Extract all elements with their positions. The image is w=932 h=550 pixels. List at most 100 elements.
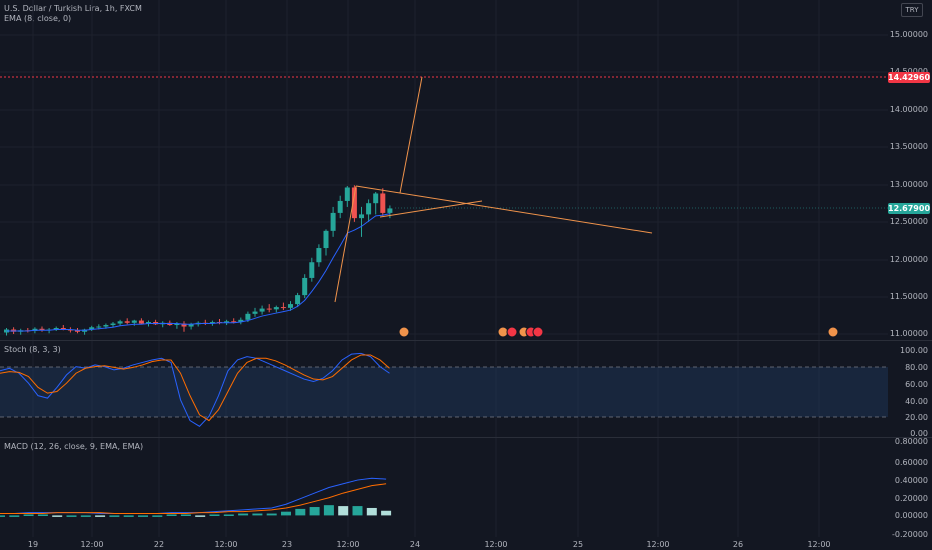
time-tick: 19 — [27, 540, 39, 549]
histogram-bar — [309, 507, 320, 516]
candle-body — [188, 324, 194, 327]
histogram-bar — [66, 515, 77, 517]
histogram-bar — [180, 514, 191, 516]
histogram-bar — [266, 513, 277, 516]
candle-body — [209, 322, 215, 324]
histogram-bar — [252, 513, 263, 516]
price-tick: 14.50000 — [890, 67, 928, 76]
ema-indicator-label[interactable]: EMA (8, close, 0) — [4, 14, 72, 23]
candle-body — [302, 277, 308, 296]
last-price-badge: 12.67900 — [888, 203, 931, 214]
drawing-pennant-upper — [355, 185, 653, 234]
candle-body — [273, 307, 279, 310]
candle-body — [138, 320, 144, 324]
candle-body — [387, 208, 393, 213]
time-tick: 12:00 — [484, 540, 508, 549]
candle-body — [266, 308, 272, 310]
stoch-tick: 60.00 — [905, 380, 928, 389]
time-tick: 25 — [572, 540, 584, 549]
histogram-bar — [166, 514, 177, 516]
macd-tick: 0.00000 — [894, 511, 928, 520]
macd-tick: 0.20000 — [894, 494, 928, 503]
candle-body — [316, 248, 322, 263]
price-tick: 12.00000 — [889, 255, 928, 264]
stoch-tick: 100.00 — [900, 346, 928, 355]
candle-body — [245, 313, 251, 320]
histogram-bar — [209, 514, 220, 516]
candle-body — [224, 321, 230, 323]
price-tick: 15.00000 — [889, 30, 928, 39]
macd-tick: 0.80000 — [894, 437, 928, 446]
candle-body — [110, 323, 116, 326]
candle-body — [103, 325, 109, 327]
ema-line — [6, 213, 391, 332]
price-tick: 11.00000 — [889, 329, 928, 338]
candle-body — [181, 323, 187, 327]
pane-separator[interactable] — [0, 340, 932, 341]
candle-body — [259, 308, 265, 312]
histogram-bar — [23, 514, 34, 516]
time-tick: 12:00 — [336, 540, 360, 549]
histogram-bar — [323, 505, 334, 516]
candle-body — [280, 307, 286, 309]
time-tick: 26 — [732, 540, 744, 549]
candle-body — [366, 203, 372, 215]
candle-body — [351, 187, 357, 219]
macd-tick: 0.60000 — [894, 458, 928, 467]
candle-body — [337, 200, 343, 213]
drawing-target-line — [399, 76, 423, 194]
candle-body — [330, 212, 336, 231]
histogram-bar — [123, 515, 134, 517]
candle-body — [252, 311, 258, 314]
drawing-pennant-lower — [379, 200, 483, 218]
stoch-d-line — [0, 354, 390, 422]
time-tick: 22 — [153, 540, 165, 549]
histogram-bar — [381, 510, 392, 516]
candle-body — [39, 328, 45, 331]
time-tick: 12:00 — [646, 540, 670, 549]
flag-icon — [398, 326, 410, 338]
candle-body — [373, 193, 379, 204]
flag-icon — [827, 326, 839, 338]
flag-icon — [532, 326, 544, 338]
time-tick: 23 — [281, 540, 293, 549]
candle-body — [60, 328, 66, 330]
symbol-title[interactable]: U.S. Dollar / Turkish Lira, 1h, FXCM — [4, 4, 142, 13]
macd-histogram — [0, 505, 392, 517]
histogram-bar — [352, 506, 363, 516]
candle-body — [117, 321, 123, 324]
pane-separator[interactable] — [0, 437, 932, 438]
alert-price-badge[interactable]: 14.42960 — [888, 72, 931, 83]
candle-body — [295, 295, 301, 305]
stoch-tick: 0.00 — [910, 429, 928, 438]
histogram-bar — [138, 515, 148, 517]
price-tick: 13.50000 — [889, 142, 928, 151]
candle-body — [174, 323, 180, 326]
stoch-label[interactable]: Stoch (8, 3, 3) — [4, 345, 61, 354]
macd-tick: -0.20000 — [892, 530, 928, 539]
event-flags — [398, 326, 839, 338]
stoch-k-line — [0, 352, 390, 427]
histogram-bar — [9, 515, 20, 517]
histogram-bar — [95, 515, 106, 517]
drawing-trendline — [334, 185, 357, 303]
price-tick: 13.00000 — [889, 180, 928, 189]
grid — [0, 0, 888, 537]
price-axis[interactable]: 15.00000 14.50000 14.00000 13.50000 13.0… — [889, 0, 932, 550]
candle-body — [238, 319, 244, 323]
histogram-bar — [109, 515, 120, 517]
candle-body — [96, 326, 102, 328]
stoch-tick: 80.00 — [905, 363, 928, 372]
histogram-bar — [238, 513, 249, 516]
candle-body — [53, 328, 59, 330]
time-tick: 12:00 — [807, 540, 831, 549]
currency-button[interactable]: TRY — [901, 3, 923, 17]
histogram-bar — [152, 515, 163, 517]
flag-icon — [506, 326, 518, 338]
histogram-bar — [281, 511, 291, 516]
histogram-bar — [295, 508, 306, 516]
candle-body — [359, 214, 364, 219]
candle-body — [309, 262, 315, 278]
macd-label[interactable]: MACD (12, 26, close, 9, EMA, EMA) — [4, 442, 144, 451]
